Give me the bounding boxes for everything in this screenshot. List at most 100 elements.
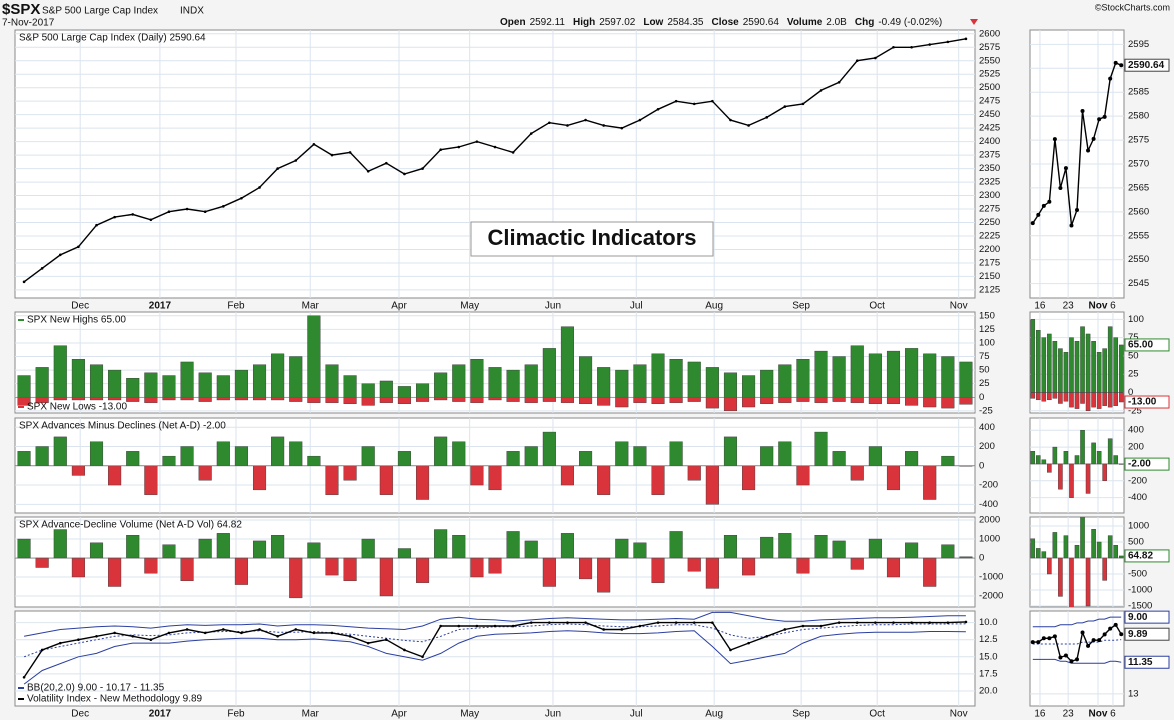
- bar: [1036, 392, 1041, 401]
- bar: [416, 383, 430, 398]
- bar: [434, 436, 448, 466]
- point: [1052, 137, 1057, 142]
- bar: [1036, 455, 1041, 465]
- bar: [1047, 557, 1052, 575]
- y-tick-label: 100: [1128, 314, 1144, 325]
- bar: [1058, 463, 1063, 490]
- bar: [1102, 392, 1107, 406]
- bar: [1052, 392, 1058, 399]
- bar: [470, 557, 484, 578]
- bar: [17, 375, 31, 398]
- bar: [633, 397, 647, 403]
- point: [1086, 643, 1091, 648]
- point: [1080, 630, 1085, 635]
- y-tick-label: 2550: [979, 55, 1000, 66]
- bar: [742, 465, 756, 491]
- y-tick-label: 2175: [979, 257, 1000, 268]
- panel-title: SPX Advances Minus Declines (Net A-D) -2…: [19, 421, 226, 432]
- stat-label: High: [573, 17, 595, 28]
- y-tick-label: 50: [1128, 350, 1139, 361]
- point: [276, 167, 279, 170]
- point: [493, 624, 497, 628]
- bar: [1041, 551, 1047, 559]
- y-tick-label: 2000: [979, 515, 1000, 526]
- y-tick-label: 2545: [1128, 278, 1149, 289]
- bar: [397, 386, 411, 398]
- point: [185, 207, 189, 211]
- bar: [633, 446, 647, 466]
- point: [674, 621, 678, 624]
- bar: [343, 397, 357, 404]
- bar: [923, 397, 937, 408]
- bar: [959, 361, 973, 398]
- bar: [506, 531, 520, 559]
- last-value-label: 9.00: [1128, 612, 1148, 623]
- bar: [144, 557, 158, 574]
- bar: [579, 451, 593, 466]
- y-tick-label: 2250: [979, 217, 1000, 228]
- point: [1058, 655, 1063, 660]
- point: [566, 621, 569, 624]
- x-tick-label: Dec: [71, 709, 89, 720]
- bar: [941, 544, 955, 559]
- point: [1069, 659, 1074, 664]
- bar: [1047, 392, 1052, 401]
- bar: [1030, 451, 1036, 465]
- bar: [687, 397, 701, 402]
- bar: [1030, 319, 1036, 393]
- point: [22, 280, 26, 284]
- bar: [89, 542, 104, 559]
- y-tick-label: 200: [1128, 442, 1144, 453]
- bar: [832, 356, 846, 398]
- bar: [307, 397, 321, 403]
- bar: [488, 557, 502, 574]
- panel: -25 0 25 50 75 100 65.00 -13.00: [1029, 311, 1170, 416]
- bar: [905, 542, 919, 559]
- bar: [452, 441, 466, 466]
- bar: [234, 557, 248, 585]
- bar: [1030, 392, 1036, 399]
- bar: [108, 557, 122, 587]
- y-tick-label: 500: [1128, 537, 1144, 548]
- point: [711, 621, 714, 624]
- bar: [1036, 548, 1041, 559]
- bar: [1102, 463, 1107, 481]
- point: [602, 628, 605, 631]
- bar: [1113, 337, 1118, 393]
- y-tick-label: 0: [979, 392, 984, 403]
- point: [747, 124, 750, 127]
- bar: [760, 369, 774, 398]
- y-tick-label: 150: [979, 310, 995, 321]
- y-tick-label: 2500: [979, 82, 1000, 93]
- bar: [289, 441, 303, 466]
- bar: [180, 361, 194, 398]
- point: [529, 621, 533, 624]
- point: [1091, 136, 1096, 141]
- bar: [1041, 392, 1047, 402]
- bar: [542, 397, 556, 402]
- stat-label: Low: [643, 17, 663, 28]
- x-tick-label: Mar: [302, 301, 320, 312]
- bar: [542, 557, 556, 587]
- date: 7-Nov-2017: [2, 18, 55, 29]
- point: [95, 223, 98, 227]
- y-tick-label: 125: [979, 324, 995, 335]
- bar: [1085, 392, 1091, 412]
- point: [620, 628, 624, 631]
- bar: [434, 397, 448, 401]
- point: [837, 81, 841, 84]
- source: ©StockCharts.com: [1095, 2, 1170, 12]
- y-tick-label: 2570: [1128, 159, 1149, 170]
- point: [131, 213, 135, 216]
- point: [1119, 63, 1124, 68]
- bar: [1058, 392, 1063, 404]
- panel: 2125 2150 2175 2200 2225 2250 2275 2300 2325 2350…: [14, 28, 1000, 312]
- bar: [524, 446, 538, 466]
- bar: [325, 557, 339, 576]
- bar: [633, 542, 647, 559]
- y-tick-label: 2595: [1128, 39, 1149, 50]
- y-tick-label: 2600: [979, 28, 1000, 39]
- y-tick-label: 1000: [1128, 521, 1149, 532]
- bar: [560, 533, 574, 559]
- bar: [796, 359, 810, 398]
